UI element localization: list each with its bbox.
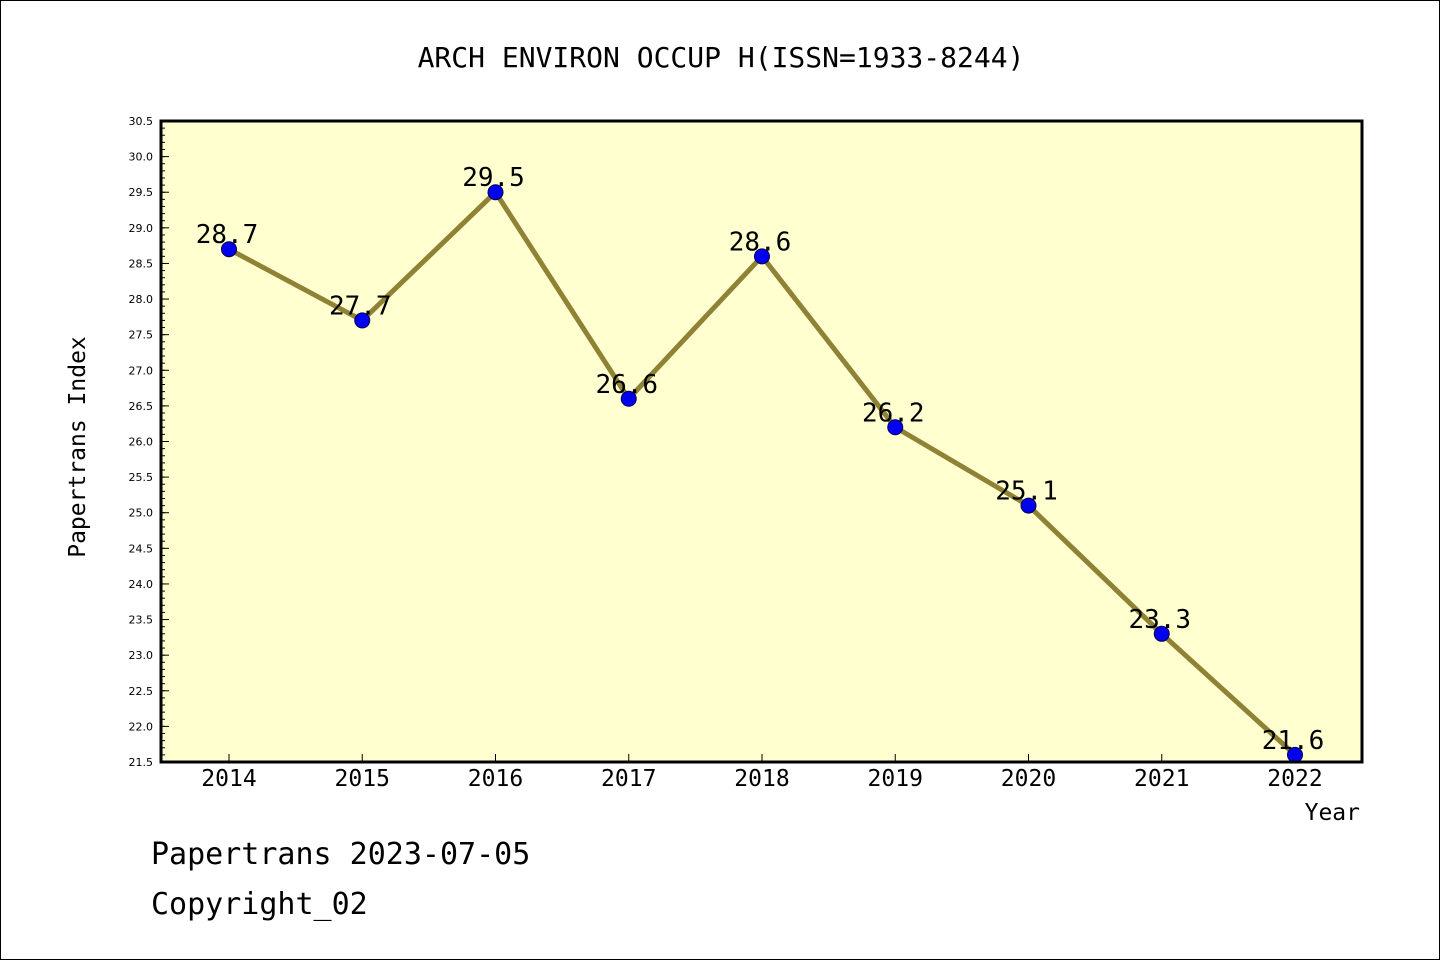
data-point [887,419,904,436]
y-tick-label: 29.0 [129,222,154,235]
plot-area [161,121,1362,762]
y-tick-label: 26.5 [129,400,154,413]
data-labels: 28.7 27.7 29.5 26.6 28.6 26.2 25.1 23.3 21.6 [196,163,1325,756]
data-point [221,241,237,258]
data-label: 21.6 [1262,726,1325,756]
x-axis: 2014 2015 2016 2017 2018 2019 2020 2021 2022 [201,754,1323,792]
x-tick-label: 2022 [1267,766,1322,792]
y-tick-label: 29.5 [129,186,154,199]
data-label: 29.5 [462,163,525,193]
y-tick-label: 30.0 [129,151,154,164]
y-tick-label: 22.5 [129,685,154,698]
y-tick-label: 30.5 [129,115,154,128]
x-tick-label: 2018 [734,766,789,792]
y-tick-label: 25.0 [129,507,154,520]
y-tick-label: 22.0 [129,720,154,733]
y-tick-label: 27.0 [129,364,154,377]
x-tick-label: 2014 [201,766,256,792]
y-tick-label: 28.0 [129,293,154,306]
data-point [620,390,637,407]
y-tick-label: 21.5 [129,756,154,769]
x-tick-label: 2015 [335,766,390,792]
data-label: 28.6 [729,227,792,257]
x-axis-title: Year [1305,800,1360,826]
y-tick-label: 27.5 [129,329,154,342]
x-tick-label: 2017 [601,766,656,792]
data-label: 26.2 [862,398,925,428]
x-tick-label: 2019 [868,766,923,792]
series-points [221,184,1303,763]
y-axis-title: Papertrans Index [65,336,91,558]
chart-title: ARCH ENVIRON OCCUP H(ISSN=1933-8244) [418,41,1025,74]
data-label: 23.3 [1128,605,1191,635]
data-label: 25.1 [995,477,1058,507]
y-tick-label: 24.0 [129,578,154,591]
x-tick-label: 2016 [468,766,523,792]
y-tick-label: 25.5 [129,471,154,484]
data-label: 28.7 [196,220,259,250]
y-tick-label: 23.5 [129,614,154,627]
x-tick-label: 2021 [1134,766,1189,792]
data-point [487,184,504,201]
x-tick-label: 2020 [1001,766,1056,792]
plot-border [159,119,1364,764]
data-point [354,312,371,329]
footer-date: Papertrans 2023-07-05 [151,837,531,872]
data-point [1153,625,1170,642]
data-point [754,248,770,265]
y-tick-label: 26.0 [129,436,154,449]
footer-copyright: Copyright_02 [151,887,368,922]
y-tick-label: 24.5 [129,542,154,555]
data-point [1020,497,1037,514]
data-label: 27.7 [329,291,392,321]
data-label: 26.6 [595,370,658,400]
y-tick-label: 28.5 [129,257,154,270]
y-tick-label: 23.0 [129,649,154,662]
